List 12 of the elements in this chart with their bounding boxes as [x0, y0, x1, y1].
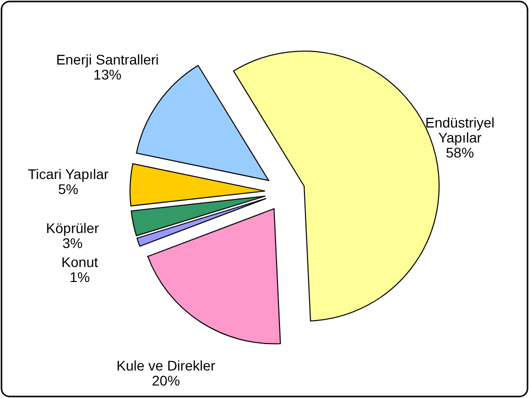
slice-label: Endüstriyel Yapılar — [425, 114, 495, 146]
slice-label: Kule ve Direkler — [116, 357, 216, 374]
slice-label: Köprüler — [46, 220, 100, 236]
data-label: 13% — [93, 66, 122, 82]
data-label: 1% — [70, 269, 90, 286]
data-label: 58% — [446, 144, 474, 161]
data-label: 5% — [58, 180, 78, 197]
slice-label: Konut — [61, 254, 98, 270]
data-label: 20% — [152, 372, 180, 388]
slice-label: Enerji Santralleri — [56, 51, 159, 68]
slice-label: Ticari Yapılar — [28, 166, 109, 182]
data-label: 3% — [62, 235, 83, 252]
